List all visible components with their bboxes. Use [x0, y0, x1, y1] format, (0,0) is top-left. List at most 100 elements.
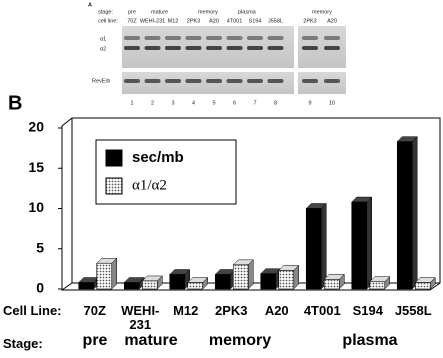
- band: [324, 79, 340, 83]
- frame: [61, 282, 73, 291]
- bar: [260, 273, 277, 290]
- legend-label: sec/mb: [132, 149, 184, 166]
- lane-number: 9: [308, 100, 311, 106]
- lane-number: 10: [329, 100, 335, 106]
- band: [144, 36, 161, 40]
- stage-axis-label: Stage:: [3, 336, 43, 351]
- band: [247, 79, 263, 83]
- lane-number: 2: [151, 100, 154, 106]
- bar: [305, 208, 322, 290]
- stage: memory: [208, 332, 272, 349]
- bar: [278, 270, 295, 290]
- x-tick-label: 2PK3: [214, 303, 248, 318]
- band: [185, 79, 202, 83]
- bar-side: [111, 257, 117, 290]
- band: [324, 36, 340, 40]
- stage: pre: [82, 332, 108, 349]
- bar: [187, 282, 204, 290]
- band: [302, 46, 318, 50]
- panel-label: A: [88, 2, 92, 8]
- band: [247, 46, 263, 50]
- band: [302, 36, 318, 40]
- lane-number: 8: [274, 100, 277, 106]
- blot-cell-label: cell line:: [98, 18, 118, 24]
- band: [206, 36, 222, 40]
- lane-number: 3: [171, 100, 174, 106]
- bar: [396, 141, 413, 290]
- bar: [232, 264, 249, 290]
- y-tick-label: 20: [28, 119, 44, 135]
- band: [124, 79, 140, 83]
- band: [267, 46, 284, 50]
- x-tick-label: J558L: [394, 303, 432, 318]
- bar: [169, 274, 186, 290]
- band-label: RevErb: [92, 78, 110, 84]
- band: [267, 36, 284, 40]
- band: [165, 46, 181, 50]
- band: [144, 46, 161, 50]
- bands: [124, 36, 340, 83]
- band: [302, 79, 318, 83]
- legend-swatch: [105, 177, 123, 195]
- band: [185, 36, 202, 40]
- band: [226, 36, 243, 40]
- x-tick-label: A20: [264, 303, 289, 318]
- band: [206, 79, 222, 83]
- lane-number: 1: [130, 100, 133, 106]
- blot-cell-line: 2PK3: [303, 18, 316, 24]
- y-tick-label: 5: [36, 239, 44, 255]
- blot-stage: memory: [198, 9, 218, 15]
- lane-number: 5: [212, 100, 215, 106]
- blot-stage: pre: [128, 9, 136, 15]
- band: [206, 46, 222, 50]
- band: [267, 79, 284, 83]
- x-tick-label: WEHI-231: [121, 303, 160, 332]
- bar: [141, 280, 158, 290]
- stage: plasma: [342, 332, 398, 349]
- band: [185, 46, 202, 50]
- blot-cell-line: 70Z: [127, 18, 137, 24]
- bar: [123, 282, 140, 290]
- x-tick-label: 70Z: [83, 303, 106, 318]
- bar-side: [321, 202, 327, 290]
- lane-number: 6: [233, 100, 236, 106]
- panel-label: B: [8, 92, 22, 114]
- category-axis-label: Cell Line:: [3, 303, 62, 318]
- blot-stage-label: stage:: [98, 9, 113, 15]
- x-tick-label: S194: [352, 303, 383, 318]
- band: [165, 36, 181, 40]
- band: [324, 46, 340, 50]
- bar: [214, 274, 231, 290]
- bar: [78, 282, 95, 290]
- band-label: α2: [100, 46, 106, 52]
- band: [144, 79, 161, 83]
- y-tick-label: 10: [28, 199, 44, 215]
- blot-stage: plasma: [238, 9, 257, 15]
- blot-stage: memory: [312, 9, 332, 15]
- lane-number: 7: [253, 100, 256, 106]
- band: [124, 46, 140, 50]
- blot-cell-line: A20: [209, 18, 219, 24]
- blot-cell-line: S194: [249, 18, 262, 24]
- y-tick-label: 0: [36, 280, 44, 296]
- legend-swatch: [105, 149, 123, 167]
- gel: [298, 72, 346, 94]
- bar: [96, 262, 113, 290]
- band: [226, 79, 243, 83]
- blot-cell-line: 4T001: [227, 18, 243, 24]
- blot-stage: mature: [151, 9, 168, 15]
- band: [247, 36, 263, 40]
- bar: [323, 279, 340, 290]
- band-label: α1: [100, 36, 106, 42]
- blot-cell-line: A20: [327, 18, 337, 24]
- bar: [369, 281, 386, 290]
- band: [226, 46, 243, 50]
- band: [165, 79, 181, 83]
- x-tick-label: M12: [173, 303, 199, 318]
- x-tick-label: 4T001: [303, 303, 341, 318]
- legend-label: α1/α2: [132, 177, 167, 193]
- lane-number: 4: [192, 100, 195, 106]
- bar: [351, 201, 368, 290]
